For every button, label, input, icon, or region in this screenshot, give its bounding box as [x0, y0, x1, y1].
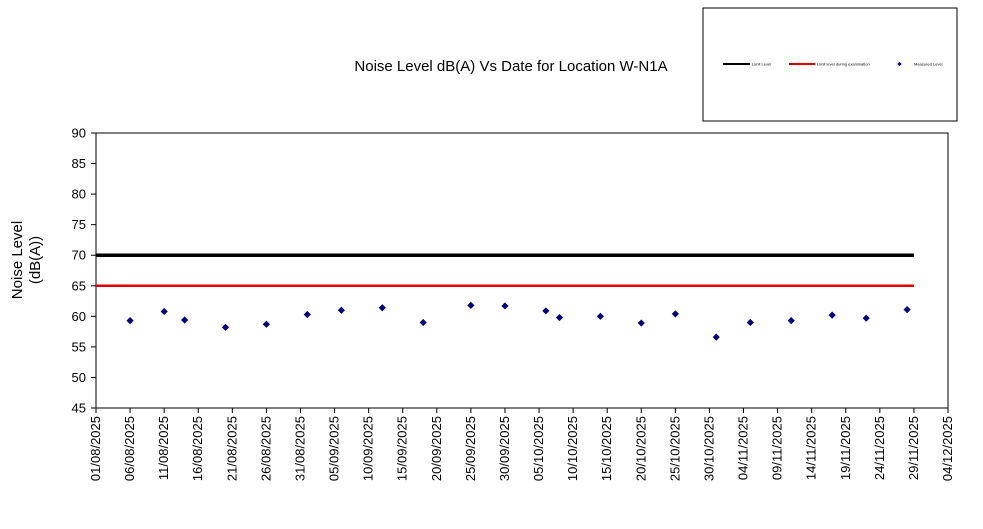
- x-tick-label: 16/08/2025: [190, 416, 205, 481]
- y-tick-label: 60: [72, 309, 86, 324]
- y-axis-label-line1: Noise Level: [9, 221, 26, 299]
- limit-lines: [96, 253, 914, 288]
- x-tick-label: 21/08/2025: [224, 416, 239, 481]
- x-tick-label: 15/10/2025: [599, 416, 614, 481]
- measured-point: [903, 306, 911, 314]
- measured-point: [542, 307, 550, 315]
- legend-label-limit-during-examination: Limit level during examination: [817, 62, 870, 67]
- x-tick-label: 24/11/2025: [872, 416, 887, 480]
- x-tick-label: 19/11/2025: [838, 416, 853, 480]
- x-tick-label: 14/11/2025: [804, 416, 819, 480]
- y-tick-label: 75: [72, 217, 86, 232]
- y-tick-label: 85: [72, 156, 86, 171]
- x-tick-label: 11/08/2025: [156, 416, 171, 480]
- y-tick-label: 45: [72, 401, 86, 416]
- x-tick-label: 10/10/2025: [565, 416, 580, 481]
- measured-point: [828, 311, 836, 319]
- x-tick-label: 04/12/2025: [940, 416, 955, 481]
- x-tick-label: 10/09/2025: [361, 416, 376, 481]
- measured-point: [303, 310, 311, 319]
- x-tick-label: 29/11/2025: [906, 416, 921, 480]
- measured-point: [378, 304, 386, 312]
- x-tick-label: 25/10/2025: [667, 416, 682, 481]
- measured-point: [596, 312, 604, 320]
- y-tick-label: 50: [72, 370, 86, 385]
- measured-point: [637, 319, 645, 327]
- x-tick-label: 04/11/2025: [736, 416, 751, 480]
- x-tick-label: 05/09/2025: [327, 416, 342, 481]
- y-axis-label-line2: (dB(A)): [27, 236, 44, 284]
- measured-point: [712, 333, 720, 341]
- measured-point: [467, 301, 475, 309]
- x-tick-label: 09/11/2025: [770, 416, 785, 480]
- measured-point: [126, 317, 134, 325]
- measured-point: [160, 307, 168, 316]
- measured-point: [746, 318, 754, 327]
- y-tick-label: 90: [72, 126, 86, 141]
- measured-point: [501, 302, 509, 310]
- x-tick-label: 15/09/2025: [395, 416, 410, 481]
- y-tick-label: 70: [72, 248, 86, 263]
- legend-label-limit-level: Limit Level: [752, 62, 771, 67]
- y-tick-label: 65: [72, 278, 86, 293]
- x-tick-label: 26/08/2025: [258, 416, 273, 481]
- measured-point: [862, 314, 870, 322]
- x-tick-label: 05/10/2025: [531, 416, 546, 481]
- x-tick-label: 20/09/2025: [429, 416, 444, 481]
- measured-point: [181, 316, 189, 324]
- plot-area: [95, 132, 949, 409]
- x-tick-label: 31/08/2025: [292, 416, 307, 481]
- x-tick-label: 20/10/2025: [633, 416, 648, 481]
- measured-points: [126, 301, 911, 341]
- measured-point: [337, 306, 345, 314]
- legend-label-measured-level: Measured Level: [914, 62, 943, 67]
- measured-point: [671, 310, 679, 318]
- measured-point: [419, 318, 427, 327]
- measured-point: [555, 313, 564, 322]
- measured-point: [221, 323, 230, 331]
- x-tick-label: 01/08/2025: [88, 416, 103, 481]
- y-axis-ticks: 45 50 55 60 65 70 75 80 85 90: [72, 126, 96, 416]
- x-tick-label: 30/09/2025: [497, 416, 512, 481]
- legend: Limit Level Limit level during examinati…: [702, 7, 958, 122]
- x-axis-ticks: 01/08/2025 06/08/2025 11/08/2025 16/08/2025…: [88, 408, 955, 481]
- chart-title: Noise Level dB(A) Vs Date for Location W…: [354, 58, 667, 75]
- y-tick-label: 80: [72, 187, 86, 202]
- measured-point: [787, 317, 795, 325]
- y-tick-label: 55: [72, 339, 86, 354]
- x-tick-label: 25/09/2025: [463, 416, 478, 481]
- measured-point: [262, 320, 270, 328]
- x-tick-label: 06/08/2025: [122, 416, 137, 481]
- x-tick-label: 30/10/2025: [701, 416, 716, 481]
